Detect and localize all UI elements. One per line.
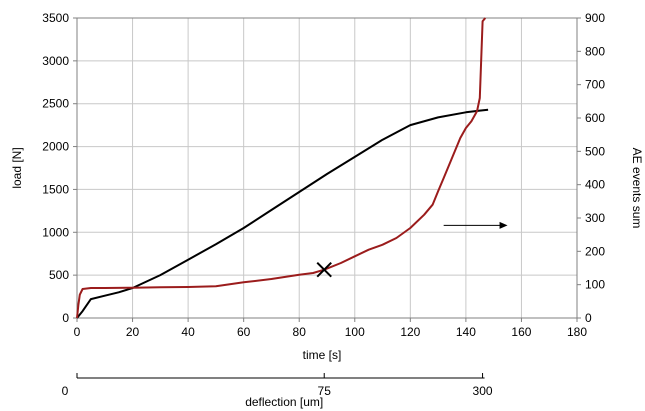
y-right-tick-label: 400 <box>585 178 605 192</box>
y-left-tick-label: 1500 <box>42 182 69 196</box>
deflection-tick-label: 300 <box>473 384 493 398</box>
y-right-tick-labels: 0 100 200 300 400 500 600 700 800 900 <box>577 11 605 325</box>
x-axis-label: time [s] <box>303 348 342 362</box>
annotations <box>316 221 508 278</box>
y-left-axis-label: load [N] <box>10 147 24 188</box>
x-tick-label: 40 <box>181 325 195 339</box>
y-left-tick-label: 3000 <box>42 54 69 68</box>
y-right-tick-label: 0 <box>585 311 592 325</box>
x-tick-label: 0 <box>74 325 81 339</box>
plot-frame <box>76 17 578 319</box>
x-tick-label: 120 <box>400 325 420 339</box>
x-tick-label: 100 <box>345 325 365 339</box>
arrow-head <box>499 221 508 229</box>
y-right-tick-label: 600 <box>585 111 605 125</box>
y-left-tick-label: 2500 <box>42 97 69 111</box>
x-tick-labels: 0 20 40 60 80 100 120 140 160 180 <box>74 318 587 339</box>
y-left-tick-label: 2000 <box>42 140 69 154</box>
cross-marker <box>316 261 332 278</box>
deflection-axis: 0 75 300 deflection [um] <box>62 373 493 409</box>
x-tick-label: 60 <box>237 325 251 339</box>
deflection-tick-label: 0 <box>62 384 69 398</box>
y-left-tick-labels: 0 500 1000 1500 2000 2500 3000 3500 <box>42 11 77 325</box>
y-left-tick-label: 0 <box>62 311 69 325</box>
y-right-tick-label: 100 <box>585 278 605 292</box>
y-right-tick-label: 900 <box>585 11 605 25</box>
series-lines <box>76 17 489 319</box>
ae-events-line <box>76 17 487 319</box>
y-right-tick-label: 700 <box>585 78 605 92</box>
y-left-tick-label: 1000 <box>42 225 69 239</box>
x-tick-label: 160 <box>511 325 531 339</box>
deflection-axis-label: deflection [um] <box>245 395 323 409</box>
deflection-ticks: 0 75 300 <box>62 373 493 398</box>
x-tick-label: 80 <box>293 325 307 339</box>
x-tick-label: 180 <box>567 325 587 339</box>
y-left-tick-label: 500 <box>49 268 69 282</box>
y-right-tick-label: 500 <box>585 144 605 158</box>
y-right-axis-label: AE events sum <box>630 148 644 229</box>
y-right-tick-label: 200 <box>585 244 605 258</box>
y-right-tick-label: 300 <box>585 211 605 225</box>
deflection-tick-label: 75 <box>318 384 332 398</box>
x-tick-label: 140 <box>456 325 476 339</box>
x-tick-label: 20 <box>126 325 140 339</box>
y-left-tick-label: 3500 <box>42 11 69 25</box>
load-line <box>76 108 489 319</box>
y-right-tick-label: 800 <box>585 44 605 58</box>
